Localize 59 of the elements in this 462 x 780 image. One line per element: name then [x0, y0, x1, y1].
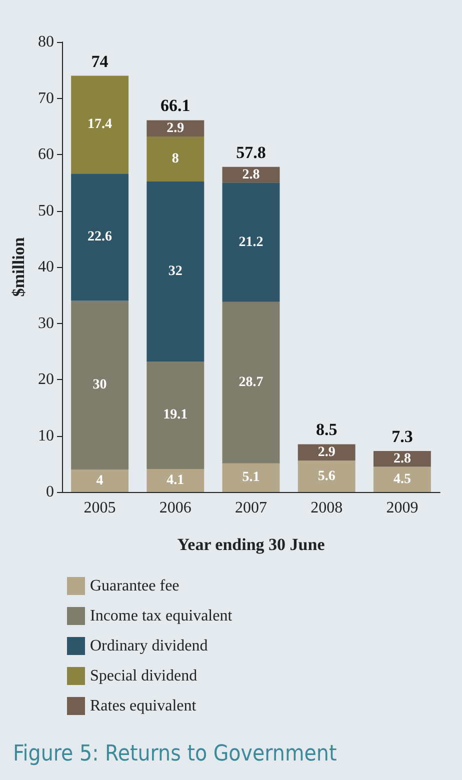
bar	[222, 182, 280, 302]
legend-label: Guarantee fee	[90, 578, 180, 594]
bar	[146, 120, 204, 136]
y-tick-label: 70	[38, 90, 54, 107]
legend-label: Ordinary dividend	[90, 638, 208, 654]
data-label: 5.1	[242, 470, 260, 486]
data-label: 4	[96, 473, 104, 488]
x-tick-label: 2008	[310, 500, 343, 516]
total-label: 8.5	[316, 420, 338, 440]
bar	[71, 76, 129, 174]
bar	[71, 174, 129, 301]
x-axis-title: Year ending 30 June	[177, 535, 326, 554]
data-label: 17.4	[88, 117, 112, 132]
data-label: 22.6	[88, 230, 112, 245]
bar	[146, 362, 204, 469]
bar	[298, 444, 356, 460]
total-label: 74	[91, 52, 109, 71]
x-tick-label: 2007	[235, 500, 267, 516]
x-tick-label: 2006	[159, 500, 192, 516]
bar	[71, 470, 129, 492]
bar	[298, 460, 356, 492]
y-tick-label: 60	[38, 146, 54, 163]
bar	[222, 302, 280, 464]
y-tick-label: 80	[38, 34, 54, 50]
legend-label: Rates equivalent	[90, 698, 197, 714]
y-tick-label: 20	[38, 371, 54, 388]
bar	[373, 466, 431, 492]
total-label: 57.8	[236, 142, 266, 162]
data-label: 5.6	[318, 468, 336, 484]
data-label: 21.2	[238, 234, 264, 250]
data-label: 19.1	[163, 408, 188, 423]
data-label: 4.1	[166, 472, 184, 488]
y-tick-label: 10	[38, 427, 54, 444]
data-label: 4.5	[393, 472, 411, 487]
data-label: 8	[172, 152, 179, 166]
total-label: 66.1	[160, 96, 190, 116]
data-label: 2.8	[242, 167, 260, 182]
y-tick-label: 0	[46, 484, 54, 500]
bar	[146, 182, 204, 362]
data-label: 2.9	[166, 120, 184, 136]
bar	[71, 300, 129, 470]
data-label: 32	[168, 264, 182, 279]
data-label: 30	[92, 378, 107, 393]
y-tick-label: 30	[38, 314, 54, 332]
legend-label: Income tax equivalent	[90, 608, 233, 624]
text: Figure 5: Returns to Government	[13, 742, 337, 766]
y-tick-label: 50	[38, 202, 54, 220]
y-tick-label: 40	[38, 258, 54, 276]
total-label: 7.3	[392, 426, 413, 446]
bar	[222, 463, 280, 492]
data-label: 28.7	[238, 375, 264, 390]
bar	[146, 136, 204, 182]
legend-label: Special dividend	[90, 668, 198, 684]
data-label: 2.9	[318, 444, 336, 460]
data-label: 2.8	[393, 451, 411, 466]
x-tick-label: 2005	[84, 500, 116, 516]
bar	[146, 468, 204, 492]
x-tick-label: 2009	[386, 500, 418, 516]
y-axis-title: $million	[9, 236, 28, 297]
